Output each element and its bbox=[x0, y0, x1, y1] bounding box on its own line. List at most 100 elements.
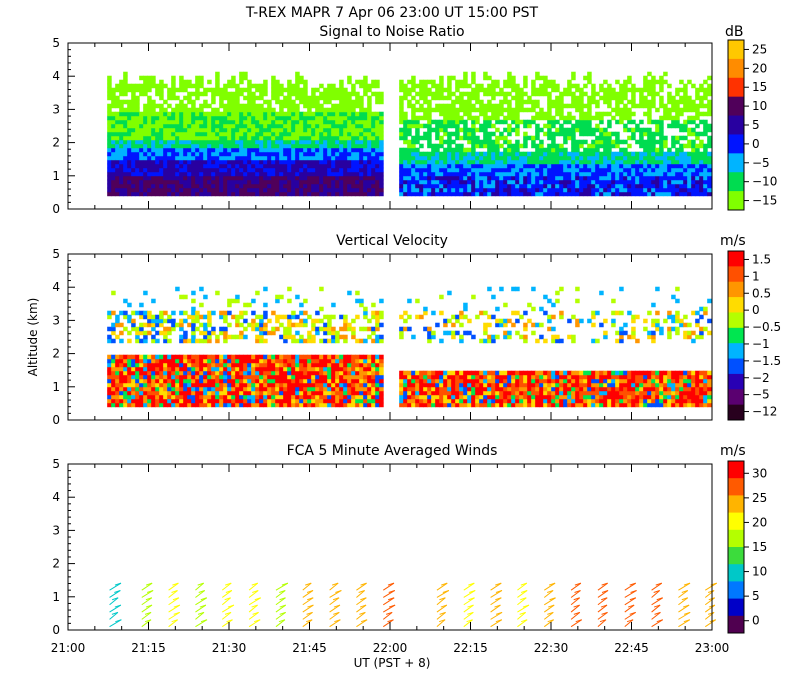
snr-cell bbox=[351, 151, 356, 157]
velocity-cell bbox=[175, 322, 180, 328]
snr-cell bbox=[563, 147, 568, 153]
snr-cell bbox=[455, 167, 460, 173]
snr-cell bbox=[431, 83, 436, 89]
snr-cell bbox=[339, 147, 344, 153]
velocity-cell bbox=[315, 386, 320, 392]
snr-cell bbox=[115, 171, 120, 177]
velocity-cell bbox=[323, 382, 328, 388]
snr-cell bbox=[343, 123, 348, 129]
snr-cell bbox=[699, 139, 704, 145]
snr-cell bbox=[275, 159, 280, 165]
snr-cell bbox=[191, 191, 196, 197]
velocity-cell bbox=[303, 298, 308, 304]
snr-cell bbox=[619, 163, 624, 169]
snr-cell bbox=[179, 159, 184, 165]
snr-cell bbox=[599, 131, 604, 137]
velocity-cell bbox=[311, 366, 316, 372]
snr-cell bbox=[639, 163, 644, 169]
snr-cell bbox=[707, 75, 712, 81]
snr-cell bbox=[159, 151, 164, 157]
snr-cell bbox=[215, 175, 220, 181]
snr-cell bbox=[427, 171, 432, 177]
snr-cell bbox=[559, 183, 564, 189]
velocity-cell bbox=[163, 318, 168, 324]
snr-cell bbox=[695, 179, 700, 185]
snr-cell bbox=[347, 79, 352, 85]
velocity-cell bbox=[327, 358, 332, 364]
snr-cell bbox=[555, 83, 560, 89]
snr-cell bbox=[547, 151, 552, 157]
snr-cell bbox=[191, 127, 196, 133]
snr-cell bbox=[163, 167, 168, 173]
snr-cell bbox=[463, 75, 468, 81]
snr-cell bbox=[687, 155, 692, 161]
velocity-cell bbox=[227, 402, 232, 408]
snr-cell bbox=[631, 91, 636, 97]
snr-cell bbox=[527, 95, 532, 101]
snr-cell bbox=[619, 159, 624, 165]
velocity-cell bbox=[235, 294, 240, 300]
snr-cell bbox=[307, 175, 312, 181]
velocity-cell bbox=[283, 354, 288, 360]
snr-cell bbox=[443, 171, 448, 177]
snr-cell bbox=[563, 91, 568, 97]
snr-cell bbox=[143, 155, 148, 161]
snr-cell bbox=[687, 115, 692, 121]
snr-cell bbox=[571, 147, 576, 153]
snr-cell bbox=[447, 163, 452, 169]
snr-cell bbox=[411, 191, 416, 197]
snr-cell bbox=[407, 167, 412, 173]
colorbar-label: −15 bbox=[752, 194, 777, 208]
snr-cell bbox=[563, 167, 568, 173]
snr-cell bbox=[435, 135, 440, 141]
velocity-cell bbox=[207, 398, 212, 404]
velocity-cell bbox=[331, 326, 336, 332]
snr-cell bbox=[547, 115, 552, 121]
snr-cell bbox=[623, 147, 628, 153]
velocity-cell bbox=[107, 326, 112, 332]
velocity-cell bbox=[319, 394, 324, 400]
snr-cell bbox=[487, 151, 492, 157]
snr-cell bbox=[179, 115, 184, 121]
snr-cell bbox=[263, 139, 268, 145]
snr-cell bbox=[539, 151, 544, 157]
velocity-cell bbox=[179, 390, 184, 396]
snr-cell bbox=[191, 99, 196, 105]
snr-cell bbox=[527, 183, 532, 189]
snr-cell bbox=[499, 99, 504, 105]
snr-cell bbox=[359, 143, 364, 149]
colorbar-swatch bbox=[728, 191, 744, 211]
snr-cell bbox=[255, 87, 260, 93]
snr-cell bbox=[515, 159, 520, 165]
snr-cell bbox=[399, 87, 404, 93]
velocity-cell bbox=[339, 378, 344, 384]
snr-cell bbox=[475, 171, 480, 177]
snr-cell bbox=[611, 115, 616, 121]
snr-cell bbox=[431, 171, 436, 177]
snr-cell bbox=[299, 127, 304, 133]
snr-cell bbox=[647, 167, 652, 173]
snr-cell bbox=[271, 119, 276, 125]
snr-cell bbox=[371, 119, 376, 125]
velocity-cell bbox=[359, 298, 364, 304]
velocity-cell bbox=[111, 374, 116, 380]
snr-cell bbox=[559, 147, 564, 153]
snr-cell bbox=[671, 159, 676, 165]
snr-cell bbox=[679, 191, 684, 197]
snr-cell bbox=[335, 107, 340, 113]
snr-cell bbox=[507, 83, 512, 89]
velocity-cell bbox=[119, 398, 124, 404]
snr-cell bbox=[355, 123, 360, 129]
snr-cell bbox=[667, 179, 672, 185]
snr-cell bbox=[171, 171, 176, 177]
snr-cell bbox=[543, 111, 548, 117]
snr-cell bbox=[659, 103, 664, 109]
snr-cell bbox=[543, 131, 548, 137]
velocity-cell bbox=[151, 326, 156, 332]
velocity-cell bbox=[171, 382, 176, 388]
velocity-cell bbox=[295, 330, 300, 336]
velocity-cell bbox=[351, 362, 356, 368]
snr-cell bbox=[451, 75, 456, 81]
snr-cell bbox=[675, 167, 680, 173]
snr-cell bbox=[611, 91, 616, 97]
